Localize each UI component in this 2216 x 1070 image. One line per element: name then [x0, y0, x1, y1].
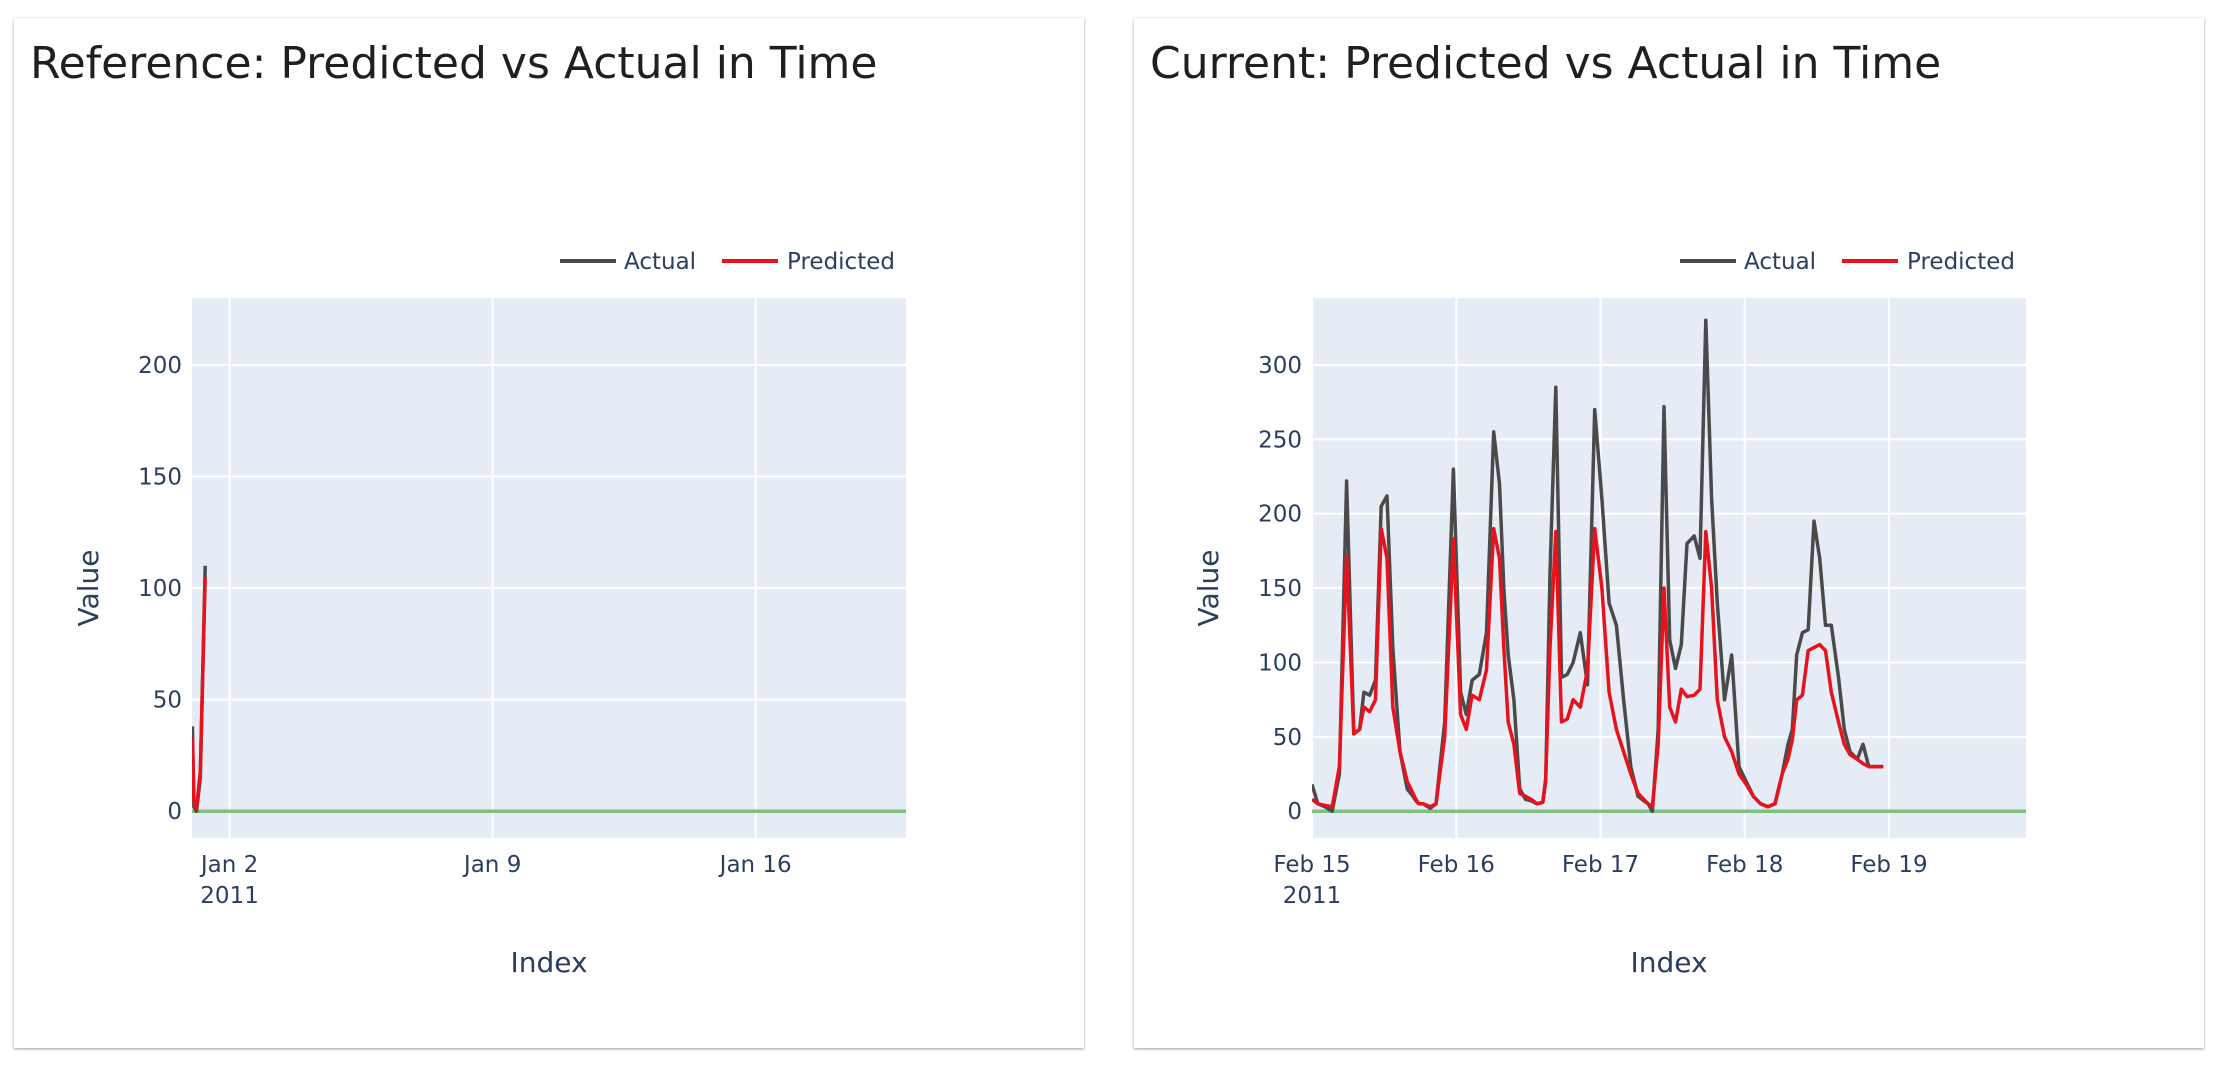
y-tick-label: 200	[1258, 502, 1302, 528]
plot-area[interactable]	[192, 298, 906, 838]
series-line-actual[interactable]	[1312, 318, 1884, 813]
x-tick-sublabel: 2011	[200, 883, 259, 909]
y-tick-label: 250	[1258, 427, 1302, 453]
x-tick-label: Jan 9	[462, 852, 521, 878]
reference-chart[interactable]: 0 50 100 150 200 Jan 2 2011 Jan 9 Jan 16 Index Val…	[14, 18, 1084, 1048]
y-axis-title: Value	[72, 550, 105, 627]
y-tick-label: 100	[138, 576, 182, 602]
y-tick-label: 100	[1258, 650, 1302, 676]
legend-label-predicted: Predicted	[787, 249, 895, 275]
y-tick-label: 200	[138, 353, 182, 379]
current-chart[interactable]: 0 50 100 150 200 250 300 Feb 15 2011 Feb 16 Feb 17…	[1134, 18, 2204, 1048]
current-chart-card: Current: Predicted vs Actual in Time 0 50…	[1134, 18, 2204, 1048]
x-axis-title: Index	[1630, 946, 1707, 979]
y-tick-label: 50	[1273, 725, 1302, 751]
x-tick-label: Feb 16	[1418, 852, 1495, 878]
y-tick-label: 50	[153, 688, 182, 714]
legend-item-actual[interactable]: Actual	[1680, 249, 1816, 275]
legend-label-predicted: Predicted	[1907, 249, 2015, 275]
x-tick-label: Feb 18	[1706, 852, 1783, 878]
legend-label-actual: Actual	[624, 249, 696, 275]
x-tick-label: Feb 17	[1562, 852, 1639, 878]
reference-chart-title: Reference: Predicted vs Actual in Time	[30, 38, 878, 89]
legend-item-actual[interactable]: Actual	[560, 249, 696, 275]
series-line-predicted[interactable]	[1312, 526, 1884, 809]
y-tick-label: 0	[167, 799, 182, 825]
current-chart-title: Current: Predicted vs Actual in Time	[1150, 38, 1942, 89]
series-line-predicted[interactable]	[192, 576, 207, 811]
y-tick-label: 0	[1287, 799, 1302, 825]
x-axis-title: Index	[510, 946, 587, 979]
legend[interactable]: Actual Predicted	[560, 249, 895, 275]
reference-chart-card: Reference: Predicted vs Actual in Time 0…	[14, 18, 1084, 1048]
y-tick-label: 300	[1258, 353, 1302, 379]
x-tick-label: Feb 19	[1850, 852, 1927, 878]
x-tick-label: Jan 2	[199, 852, 258, 878]
y-tick-label: 150	[1258, 576, 1302, 602]
legend-item-predicted[interactable]: Predicted	[722, 249, 895, 275]
y-tick-label: 150	[138, 465, 182, 491]
legend-item-predicted[interactable]: Predicted	[1842, 249, 2015, 275]
x-tick-sublabel: 2011	[1283, 883, 1342, 909]
legend[interactable]: Actual Predicted	[1680, 249, 2015, 275]
legend-label-actual: Actual	[1744, 249, 1816, 275]
x-tick-label: Feb 15	[1273, 852, 1350, 878]
y-axis-title: Value	[1192, 550, 1225, 627]
x-tick-label: Jan 16	[718, 852, 792, 878]
